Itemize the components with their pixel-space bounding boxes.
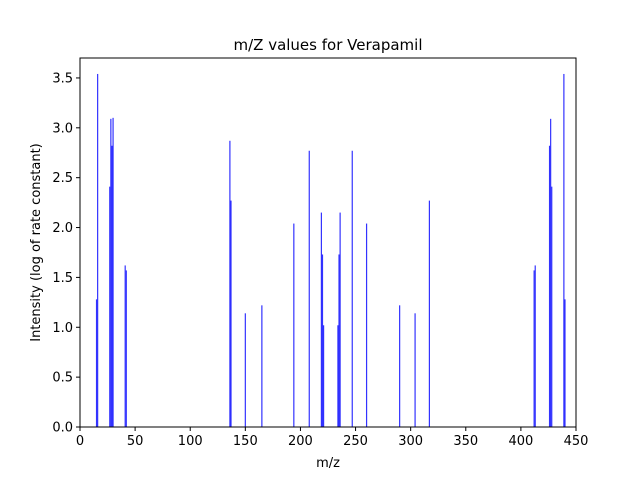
y-tick-label: 2.5 xyxy=(52,171,73,186)
y-axis: 0.0 0.5 1.0 1.5 2.0 2.5 3.0 3.5 xyxy=(52,71,80,436)
x-axis: 0 50 100 150 200 250 300 350 400 450 xyxy=(76,427,589,449)
chart-title: m/Z values for Verapamil xyxy=(233,36,422,54)
bar xyxy=(339,212,341,427)
bar xyxy=(124,265,126,427)
bar xyxy=(229,140,231,427)
bar xyxy=(320,212,322,427)
x-axis-label: m/z xyxy=(316,456,340,471)
y-tick-label: 3.5 xyxy=(52,71,73,86)
x-tick-label: 200 xyxy=(288,434,313,449)
y-tick-label: 0.5 xyxy=(52,371,73,386)
x-tick-label: 100 xyxy=(178,434,203,449)
x-tick-label: 150 xyxy=(233,434,258,449)
x-tick-label: 450 xyxy=(564,434,589,449)
bar xyxy=(112,117,114,427)
bar xyxy=(550,118,552,427)
bar xyxy=(230,200,232,427)
y-tick-label: 1.0 xyxy=(52,321,73,336)
bar xyxy=(322,325,325,427)
y-axis-label: Intensity (log of rate constant) xyxy=(29,143,44,342)
bar xyxy=(110,118,112,427)
bar xyxy=(261,305,263,427)
plot-frame xyxy=(79,57,577,428)
y-tick-label: 3.0 xyxy=(52,121,73,136)
bar xyxy=(97,73,99,428)
bar xyxy=(95,299,98,427)
bar xyxy=(563,73,565,428)
y-tick-label: 2.0 xyxy=(52,221,73,236)
bar xyxy=(428,200,430,427)
x-tick-label: 0 xyxy=(76,434,84,449)
x-tick-label: 50 xyxy=(127,434,144,449)
bar xyxy=(365,223,368,427)
y-tick-label: 0.0 xyxy=(52,421,73,436)
bar xyxy=(293,223,295,427)
bar xyxy=(338,254,340,427)
bar xyxy=(551,186,553,427)
bar xyxy=(111,145,113,427)
y-tick-label: 1.5 xyxy=(52,271,73,286)
x-tick-label: 300 xyxy=(398,434,423,449)
bar xyxy=(351,150,353,427)
x-tick-label: 400 xyxy=(508,434,533,449)
bar xyxy=(564,299,566,427)
bar xyxy=(321,254,324,427)
bar xyxy=(125,270,127,427)
bar xyxy=(399,305,401,427)
x-tick-label: 350 xyxy=(453,434,478,449)
bar xyxy=(337,325,339,427)
bar-series xyxy=(95,73,566,428)
bar xyxy=(109,186,111,427)
bar xyxy=(548,145,551,427)
bar xyxy=(308,150,310,427)
x-tick-label: 250 xyxy=(343,434,368,449)
bar xyxy=(244,313,246,427)
bar xyxy=(533,270,535,427)
bar xyxy=(534,265,536,427)
bar xyxy=(414,313,416,427)
